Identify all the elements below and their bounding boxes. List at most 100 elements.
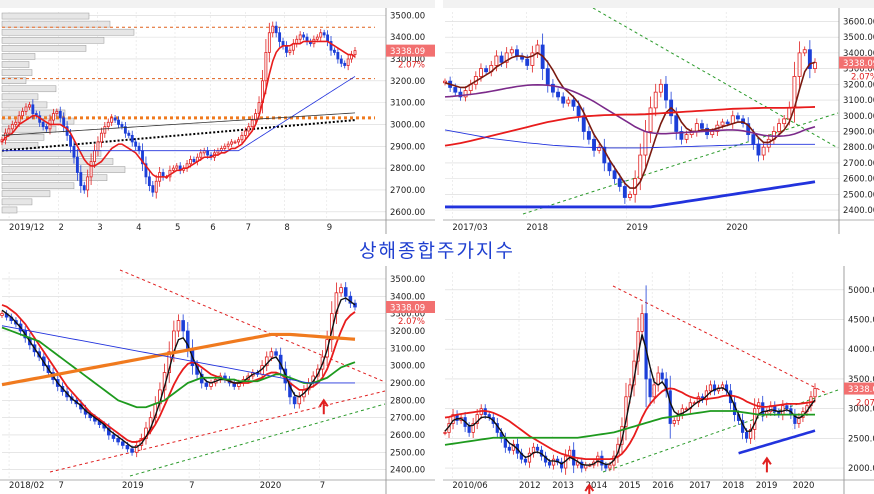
candle-body <box>134 141 138 147</box>
moving-average-line <box>1 40 356 178</box>
candle-body <box>151 185 155 193</box>
candle-body <box>725 121 730 125</box>
candle-body <box>745 432 749 439</box>
chart-panel-monthly[interactable]: 5000.00 4500.00 4000.00 3500.00 3000.00 2500.… <box>443 266 874 494</box>
candle-body <box>285 45 288 53</box>
x-tick-label: 3 <box>97 223 102 233</box>
y-tick-label: 3000.00 <box>843 112 874 122</box>
candle-body <box>571 99 576 107</box>
moving-average-line <box>444 334 816 466</box>
volume-profile-bar <box>1 28 135 36</box>
chart-panel-daily[interactable]: 3500.00 3400.00 3300.00 3200.00 3100.00 3000.… <box>0 8 435 234</box>
x-tick-label: 6 <box>210 223 215 233</box>
candle-body <box>479 68 483 77</box>
candle-body <box>329 41 333 51</box>
volume-profile-bar <box>1 182 75 190</box>
candle-body <box>648 107 653 132</box>
moving-average-line <box>444 51 816 189</box>
candle-body <box>269 351 274 358</box>
candle-body <box>507 446 511 451</box>
candle-body <box>751 134 756 145</box>
y-tick-label: 3300.00 <box>390 55 425 65</box>
candle-body <box>504 52 509 63</box>
candle-body <box>756 143 761 156</box>
candle-body <box>600 455 604 466</box>
x-tick-label: 2019 <box>756 481 778 491</box>
candle-body <box>484 68 489 73</box>
candle-body <box>581 115 586 132</box>
x-tick-label: 7 <box>189 481 194 491</box>
candle-body <box>467 426 471 433</box>
candle-body <box>319 32 323 38</box>
candle-body <box>116 438 120 443</box>
y-tick-label: 2600.00 <box>390 431 425 441</box>
candle-body <box>298 34 302 40</box>
chart-panel-daily-long[interactable]: 3500.00 3400.00 3300.00 3200.00 3100.00 3000.… <box>0 266 435 494</box>
y-tick-label: 3400.00 <box>390 292 425 302</box>
candle-body <box>130 448 134 453</box>
candle-body <box>684 134 689 140</box>
candle-body <box>668 390 672 424</box>
candle-body <box>550 83 555 93</box>
up-arrow-icon <box>318 398 329 415</box>
candle-body <box>607 162 612 172</box>
candle-body <box>14 121 18 125</box>
candle-body <box>134 444 139 453</box>
y-tick-label: 2400.00 <box>390 466 425 476</box>
y-tick-label: 4000.00 <box>848 345 874 355</box>
volume-profile-bar <box>1 20 111 28</box>
chart-panel-weekly[interactable]: 3600.00 3500.00 3400.00 3300.00 3200.00 3100.… <box>443 8 874 234</box>
y-tick-label: 3200.00 <box>390 327 425 337</box>
x-tick-label: 2020 <box>793 481 815 491</box>
candle-body <box>720 121 725 126</box>
y-tick-label: 3400.00 <box>843 49 874 59</box>
y-tick-label: 3200.00 <box>390 77 425 87</box>
candle-body <box>672 420 676 424</box>
candle-body <box>551 458 556 466</box>
moving-average-line <box>444 410 815 446</box>
candle-body <box>592 138 596 151</box>
volume-profile-bar <box>1 53 36 60</box>
candle-body <box>560 461 564 469</box>
y-tick-label: 2000.00 <box>848 464 874 474</box>
candle-body <box>58 110 62 119</box>
candle-body <box>797 52 802 77</box>
candle-body <box>749 429 753 439</box>
moving-average-line <box>444 106 816 147</box>
up-arrow-icon <box>584 483 595 494</box>
candle-body <box>782 118 787 125</box>
current-price-box <box>839 56 874 69</box>
candle-body <box>545 68 550 85</box>
candle-body <box>608 464 612 469</box>
moving-average-line <box>1 332 356 387</box>
candle-body <box>523 458 528 463</box>
candle-body <box>69 134 72 147</box>
candle-body <box>82 185 86 191</box>
candle-body <box>240 134 244 141</box>
candle-body <box>45 126 48 130</box>
candle-body <box>123 126 127 134</box>
candle-body <box>10 124 14 130</box>
candle-body <box>72 145 76 158</box>
candle-body <box>75 156 79 173</box>
x-tick-label: 2015 <box>619 481 641 491</box>
long-support-trend-line <box>129 403 386 477</box>
candle-body <box>89 161 93 178</box>
candle-body <box>86 176 90 191</box>
y-tick-label: 2700.00 <box>843 159 874 169</box>
y-tick-label: 2800.00 <box>390 396 425 406</box>
volume-profile-bar <box>1 85 57 93</box>
volume-profile-bar <box>1 166 126 173</box>
candle-body <box>777 123 781 132</box>
candle-body <box>561 96 566 104</box>
moving-average-line <box>738 429 816 455</box>
candle-body <box>175 165 179 169</box>
candle-body <box>612 170 617 180</box>
x-tick-label: 7 <box>320 481 325 491</box>
x-tick-label: 2017 <box>689 481 711 491</box>
candle-body <box>185 330 190 349</box>
volume-profile-bar <box>1 158 114 165</box>
candle-body <box>230 141 234 145</box>
candle-body <box>206 150 210 156</box>
candle-body <box>233 141 237 144</box>
